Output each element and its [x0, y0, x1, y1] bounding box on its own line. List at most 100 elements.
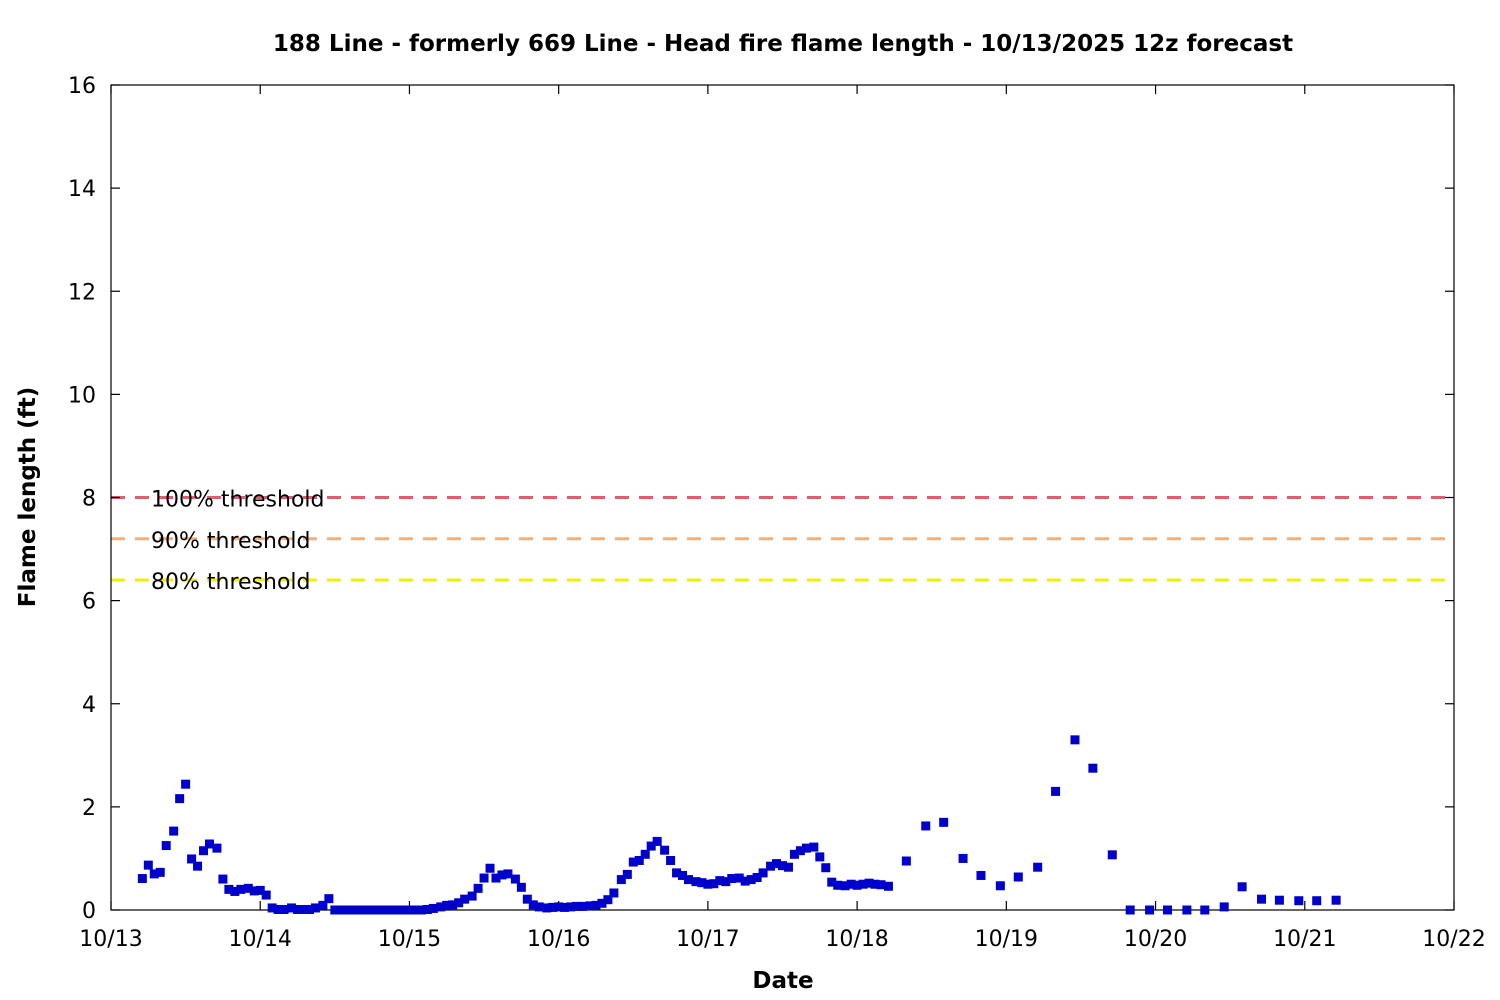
data-point [616, 875, 626, 885]
y-tick-label: 10 [68, 383, 96, 408]
data-point [236, 884, 246, 894]
data-point [789, 849, 799, 859]
y-tick-label: 8 [82, 487, 96, 512]
data-point [1033, 862, 1043, 872]
data-point [155, 867, 165, 877]
data-point [410, 905, 420, 915]
data-point [715, 876, 725, 886]
data-point [218, 874, 228, 884]
data-point [666, 856, 676, 865]
data-point [267, 903, 277, 913]
data-point [199, 846, 209, 856]
data-point [304, 904, 314, 914]
data-point [298, 904, 308, 914]
data-point [442, 900, 452, 910]
data-point [1162, 905, 1172, 915]
data-point [727, 874, 737, 884]
data-point [422, 904, 432, 914]
data-point [497, 870, 507, 880]
data-point [454, 898, 464, 908]
data-point [393, 905, 403, 915]
y-tick-label: 14 [68, 177, 96, 202]
data-point [293, 904, 303, 914]
data-point [143, 860, 153, 870]
data-point [255, 885, 265, 895]
data-point [175, 794, 185, 804]
data-point [746, 875, 756, 885]
data-point [354, 905, 364, 915]
threshold-label-0: 100% threshold [151, 488, 325, 513]
data-point [243, 883, 253, 893]
data-point [672, 868, 682, 878]
data-point [840, 881, 850, 891]
data-point [734, 873, 744, 883]
data-point [448, 900, 458, 910]
data-point [342, 905, 352, 915]
data-point [310, 903, 320, 913]
data-point [522, 894, 532, 904]
data-point [703, 879, 713, 889]
data-point [652, 836, 662, 846]
data-point [1312, 896, 1322, 906]
data-point [766, 861, 776, 871]
y-tick-label: 2 [82, 796, 96, 821]
data-point [193, 861, 203, 871]
data-point [995, 881, 1005, 891]
data-point [1294, 896, 1304, 906]
data-point [870, 879, 880, 889]
data-point [1257, 894, 1267, 904]
data-point [976, 870, 986, 880]
threshold-label-1: 90% threshold [151, 529, 311, 554]
data-point [534, 902, 544, 912]
data-point [542, 903, 552, 913]
data-point [1051, 786, 1061, 796]
data-point [634, 856, 644, 865]
chart-title: 188 Line - formerly 669 Line - Head fire… [273, 31, 1293, 57]
data-point [367, 905, 377, 915]
x-tick-label: 10/14 [229, 927, 292, 952]
data-point [161, 841, 171, 851]
data-point [181, 779, 191, 789]
data-point [428, 903, 438, 913]
data-point [224, 884, 234, 894]
data-point [801, 843, 811, 853]
data-point [921, 821, 931, 831]
x-tick-label: 10/19 [975, 927, 1038, 952]
data-point [640, 849, 650, 859]
data-point [572, 901, 582, 911]
data-point [1331, 895, 1341, 905]
data-point [591, 900, 601, 910]
data-point [373, 905, 383, 915]
data-point [697, 878, 707, 888]
data-point [609, 888, 619, 898]
data-point [1237, 882, 1247, 892]
data-point [852, 880, 862, 890]
data-point [597, 898, 607, 908]
data-point [783, 862, 793, 872]
data-point [858, 879, 868, 889]
data-point [330, 905, 340, 915]
data-point [778, 861, 787, 871]
x-tick-label: 10/16 [527, 927, 590, 952]
data-point [137, 874, 147, 884]
data-point [740, 876, 750, 886]
y-tick-label: 4 [82, 693, 96, 718]
data-point [548, 902, 558, 912]
data-point [752, 873, 762, 883]
data-point [554, 902, 564, 912]
data-point [479, 873, 489, 883]
y-axis-label: Flame length (ft) [15, 387, 41, 607]
x-tick-label: 10/15 [378, 927, 441, 952]
data-point [398, 905, 408, 915]
data-point [809, 842, 819, 852]
data-point [660, 845, 670, 855]
x-tick-label: 10/13 [79, 927, 142, 952]
data-point [821, 863, 831, 873]
data-point [827, 877, 837, 887]
data-point [795, 846, 805, 856]
data-point [485, 863, 495, 873]
data-point [336, 905, 346, 915]
data-point [149, 869, 159, 879]
data-point [683, 875, 693, 885]
